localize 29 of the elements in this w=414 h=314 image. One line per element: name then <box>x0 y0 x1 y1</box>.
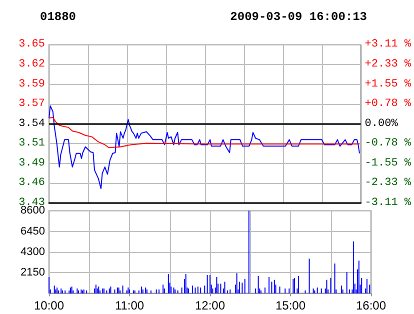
chart-subtitle: 2009-03-09 16:00:13 <box>230 10 368 24</box>
y2-tick-label: +1.55 % <box>364 78 412 90</box>
x-tick-label: 16:00 <box>356 298 386 312</box>
y-tick-label: 6450 <box>20 225 45 238</box>
y2-tick-label: +3.11 % <box>364 38 412 51</box>
line-series <box>48 116 360 148</box>
y-tick-label: 3.62 <box>18 58 45 70</box>
x-tick-label: 12:00 <box>194 298 226 312</box>
line-series <box>48 105 360 190</box>
y2-tick-label: -1.55 % <box>364 157 412 170</box>
y2-tick-label: +2.33 % <box>364 58 412 70</box>
y2-tick-label: 0.00% <box>364 118 398 130</box>
x-tick-label: 11:00 <box>114 298 144 312</box>
x-tick-label: 15:00 <box>275 298 306 312</box>
y-tick-label: 3.46 <box>18 177 45 190</box>
y2-tick-label: -3.11 % <box>364 197 412 209</box>
y2-tick-label: -0.78 % <box>364 138 412 150</box>
y-tick-label: 3.49 <box>18 157 45 170</box>
y-tick-label: 2150 <box>20 266 45 279</box>
y-tick-label: 3.65 <box>18 38 45 51</box>
x-tick-label: 10:00 <box>34 298 64 312</box>
y2-tick-label: +0.78 % <box>364 98 412 110</box>
chart-title: 01880 <box>40 10 76 24</box>
y-tick-label: 3.57 <box>18 98 45 110</box>
y-tick-label: 3.54 <box>18 118 46 130</box>
y2-tick-label: -2.33 % <box>364 177 412 190</box>
y-tick-label: 3.59 <box>18 78 45 90</box>
y-tick-label: 3.51 <box>18 138 46 150</box>
y-tick-label: 4300 <box>20 246 45 258</box>
